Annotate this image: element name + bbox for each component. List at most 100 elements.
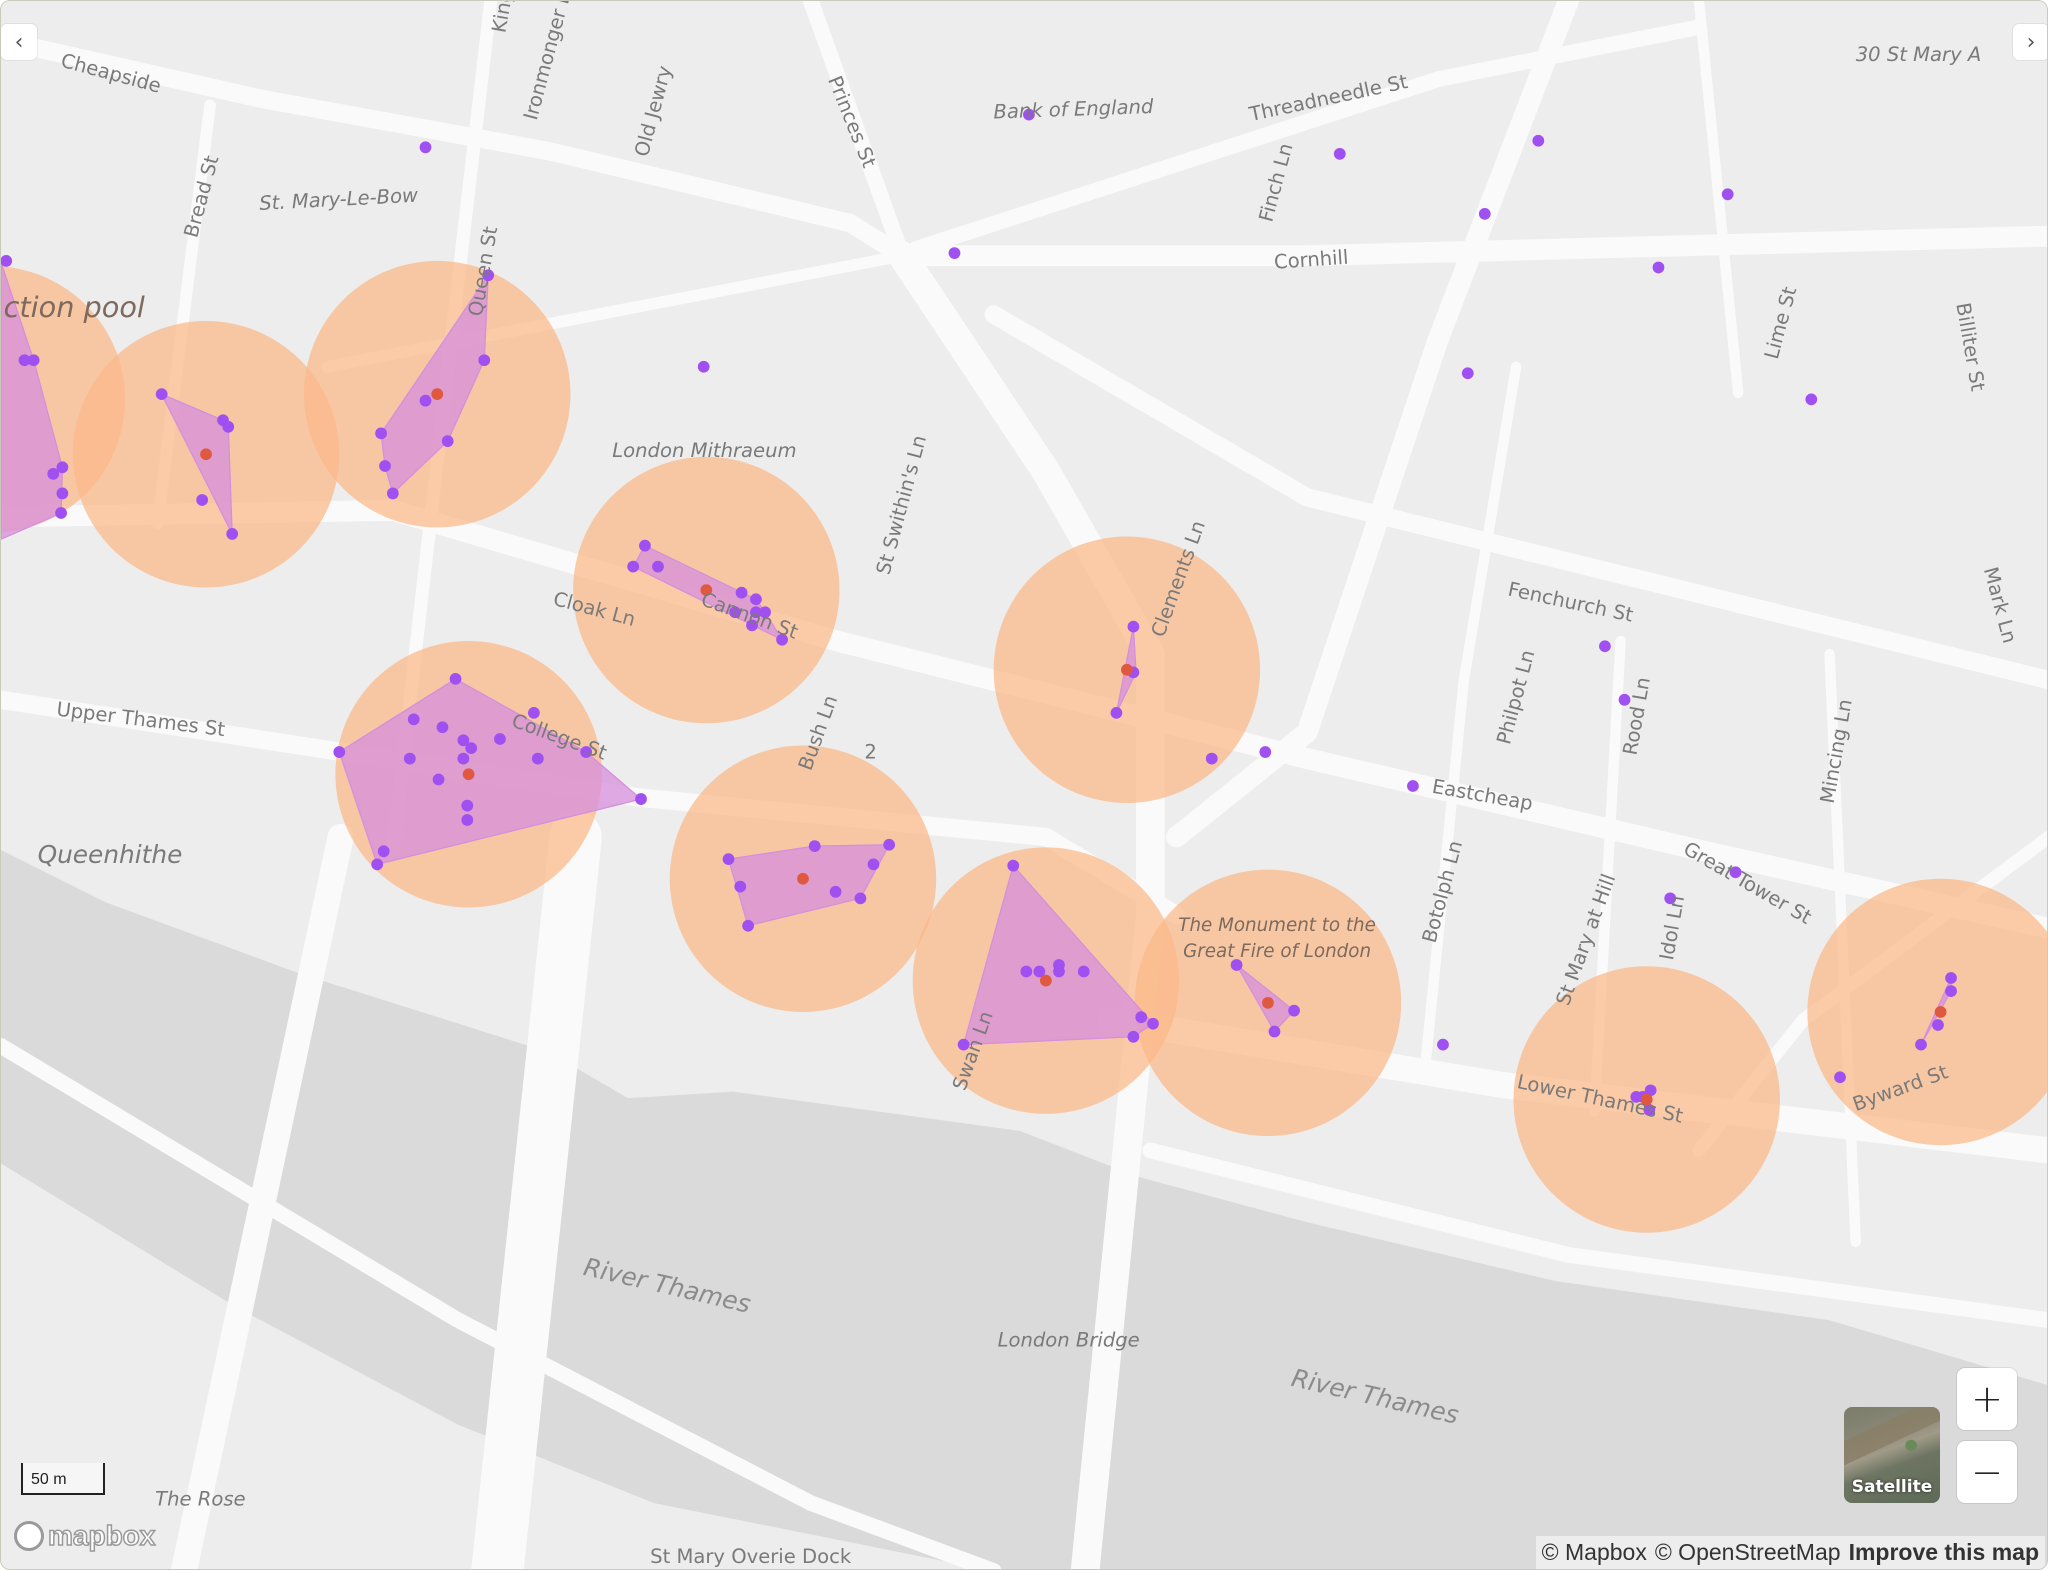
place-label: Queenhithe [38,840,183,869]
data-point [55,507,67,519]
data-point [742,919,754,932]
plus-icon: + [1971,1377,2003,1421]
satellite-label: Satellite [1851,1477,1933,1497]
place-label: ction pool [4,290,145,324]
street-label: 2 [864,741,876,764]
data-point [1053,965,1065,978]
minus-icon: − [1971,1450,2003,1494]
mapbox-logo[interactable]: mapbox [14,1519,156,1552]
data-point [419,141,432,154]
collapse-left-panel-button[interactable]: ‹ [1,24,37,60]
cluster-centroid [431,388,444,401]
place-label: London Mithraeum [612,439,796,462]
data-point [1268,1025,1281,1038]
data-point [948,247,961,259]
satellite-style-toggle[interactable]: Satellite [1844,1407,1940,1503]
data-point [1147,1017,1159,1030]
data-point [1333,147,1346,160]
road [1,31,912,265]
zoom-in-button[interactable]: + [1957,1368,2017,1430]
data-point [627,560,640,573]
cluster-centroid [200,448,212,461]
data-point [1478,208,1491,220]
osm-attribution-link[interactable]: © OpenStreetMap [1654,1539,1841,1565]
data-point [1932,1019,1944,1031]
data-point [403,752,416,765]
data-point [1205,752,1218,765]
data-point [1437,1038,1449,1051]
data-point [1135,1011,1148,1024]
data-point [226,528,239,540]
data-point [1945,985,1957,997]
place-label: St Mary Overie Dock [650,1545,852,1568]
street-label: Cornhill [1273,246,1349,274]
data-point [776,633,788,646]
road [1693,1,1744,399]
place-label: 30 St Mary A [1856,43,1982,66]
data-point [1652,261,1665,274]
improve-map-link[interactable]: Improve this map [1848,1539,2039,1565]
scale-label: 50 m [31,1471,67,1488]
mapbox-logo-text: mapbox [47,1519,156,1552]
data-point [531,752,544,765]
road [1142,1142,2047,1328]
data-point [379,460,391,472]
cluster-centroid [1640,1093,1653,1106]
road [984,305,2047,690]
data-point [432,773,445,786]
data-point [1288,1004,1300,1017]
collapse-right-panel-button[interactable]: › [2013,24,2047,60]
data-point [1020,965,1033,978]
data-point [222,420,235,433]
road [1166,1,1579,848]
data-point [1945,972,1957,984]
data-point [759,606,771,619]
data-point [829,885,842,898]
data-point [377,845,390,858]
place-label: London Bridge [998,1328,1140,1351]
data-point [1721,188,1734,201]
data-point [1644,1084,1657,1097]
data-point [750,606,762,619]
data-point [635,793,647,805]
data-point [528,706,540,719]
data-point [1007,859,1020,872]
data-point [1599,640,1611,653]
data-point [1805,393,1818,406]
scale-bar: 50 m [21,1463,105,1495]
data-point [56,487,69,500]
zoom-out-button[interactable]: − [1957,1441,2017,1503]
data-point [441,435,454,448]
attribution-bar: © Mapbox © OpenStreetMap Improve this ma… [1535,1536,2045,1569]
data-point [1834,1071,1846,1084]
road [891,225,2047,267]
cluster-hull-polygon [338,678,643,866]
data-point [1915,1038,1927,1051]
cluster-centroid [1262,996,1274,1009]
data-point [854,892,867,905]
data-point [47,467,60,480]
data-point [457,734,470,747]
data-point [1618,693,1631,706]
data-point [957,1038,970,1051]
data-point [56,461,69,474]
road [907,19,1707,258]
data-point [1729,866,1742,879]
data-point [1023,108,1035,121]
data-point [1127,1030,1140,1043]
data-point [1230,959,1243,971]
data-point [407,713,420,726]
data-point [734,880,747,893]
data-point [375,427,387,440]
mapbox-attribution-link[interactable]: © Mapbox [1541,1539,1647,1565]
road [1419,361,1522,1078]
cluster-centroid [1934,1006,1947,1018]
place-label: Bank of England [993,95,1154,124]
data-point [580,746,593,758]
place-label: The Monument to the [1178,915,1376,936]
data-point [883,838,896,851]
data-point [465,742,478,754]
mapbox-logo-icon [14,1521,44,1551]
